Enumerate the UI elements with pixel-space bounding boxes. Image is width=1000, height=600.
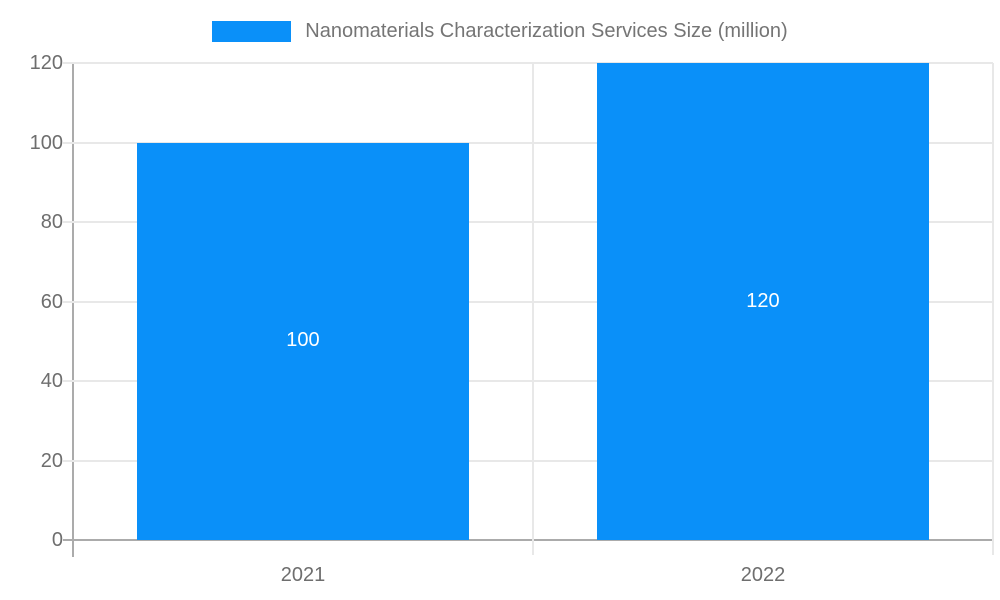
gridline-y-40 <box>63 380 993 382</box>
y-axis-tick-label: 100 <box>29 131 63 154</box>
y-axis-tick-label: 20 <box>40 449 63 472</box>
legend-swatch <box>212 21 292 42</box>
gridline-x-1 <box>532 63 534 555</box>
x-axis-line <box>63 539 993 541</box>
y-axis-tick-label: 0 <box>51 529 63 551</box>
gridline-y-80 <box>63 221 993 223</box>
chart-legend[interactable]: Nanomaterials Characterization Services … <box>0 20 1000 43</box>
plot-area: 100 120 <box>63 62 994 557</box>
gridline-x-2 <box>992 63 994 555</box>
y-axis-line <box>72 63 74 557</box>
bar-2021: 100 <box>137 142 469 540</box>
bar-value-label: 120 <box>746 289 780 312</box>
x-axis-tick-label: 2021 <box>280 564 326 586</box>
gridline-y-20 <box>63 459 993 462</box>
x-axis-tick-label: 2022 <box>740 564 786 586</box>
y-axis-tick-label: 40 <box>40 370 63 392</box>
bar-2022: 120 <box>597 63 929 540</box>
bar-value-label: 100 <box>286 329 320 352</box>
gridline-y-120 <box>63 62 993 64</box>
gridline-y-60 <box>63 300 993 303</box>
legend-label: Nanomaterials Characterization Services … <box>305 20 788 42</box>
y-axis-tick-label: 80 <box>40 211 63 233</box>
gridline-y-100 <box>63 141 993 144</box>
y-axis-tick-label: 120 <box>29 52 63 74</box>
y-axis-tick-label: 60 <box>40 290 63 313</box>
